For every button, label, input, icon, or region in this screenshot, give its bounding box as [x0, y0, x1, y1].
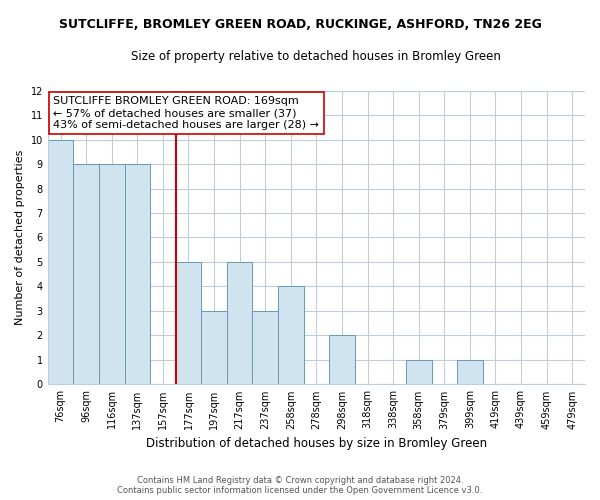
Bar — [48, 140, 73, 384]
X-axis label: Distribution of detached houses by size in Bromley Green: Distribution of detached houses by size … — [146, 437, 487, 450]
Bar — [125, 164, 150, 384]
Bar — [176, 262, 201, 384]
Bar — [329, 336, 355, 384]
Bar — [253, 311, 278, 384]
Text: SUTCLIFFE BROMLEY GREEN ROAD: 169sqm
← 57% of detached houses are smaller (37)
4: SUTCLIFFE BROMLEY GREEN ROAD: 169sqm ← 5… — [53, 96, 319, 130]
Bar — [278, 286, 304, 384]
Bar — [457, 360, 482, 384]
Y-axis label: Number of detached properties: Number of detached properties — [15, 150, 25, 325]
Bar — [201, 311, 227, 384]
Text: SUTCLIFFE, BROMLEY GREEN ROAD, RUCKINGE, ASHFORD, TN26 2EG: SUTCLIFFE, BROMLEY GREEN ROAD, RUCKINGE,… — [59, 18, 541, 30]
Bar — [73, 164, 99, 384]
Title: Size of property relative to detached houses in Bromley Green: Size of property relative to detached ho… — [131, 50, 502, 63]
Bar — [227, 262, 253, 384]
Text: Contains HM Land Registry data © Crown copyright and database right 2024.
Contai: Contains HM Land Registry data © Crown c… — [118, 476, 482, 495]
Bar — [406, 360, 431, 384]
Bar — [99, 164, 125, 384]
